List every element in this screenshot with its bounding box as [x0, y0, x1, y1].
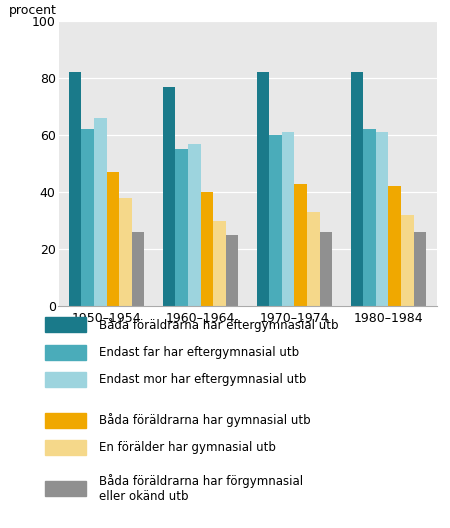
Bar — [132, 232, 144, 306]
Bar — [119, 198, 132, 306]
Text: Endast far har eftergymnasial utb: Endast far har eftergymnasial utb — [99, 346, 299, 359]
Text: Båda föräldrarna har förgymnasial
eller okänd utb: Båda föräldrarna har förgymnasial eller … — [99, 474, 303, 503]
Bar — [269, 135, 282, 306]
Bar — [388, 186, 401, 306]
Bar — [226, 235, 239, 306]
Text: En förälder har gymnasial utb: En förälder har gymnasial utb — [99, 441, 276, 454]
Bar — [307, 212, 320, 306]
Text: Endast mor har eftergymnasial utb: Endast mor har eftergymnasial utb — [99, 373, 306, 386]
Bar — [81, 129, 94, 306]
Bar — [213, 221, 226, 306]
Bar — [376, 133, 388, 306]
Bar — [256, 72, 269, 306]
Bar — [351, 72, 363, 306]
Bar — [401, 215, 414, 306]
Bar — [363, 129, 376, 306]
Text: Båda föräldrarna har gymnasial utb: Båda föräldrarna har gymnasial utb — [99, 413, 310, 427]
Bar — [294, 184, 307, 306]
Bar — [94, 118, 107, 306]
Bar — [69, 72, 81, 306]
Bar — [188, 144, 201, 306]
Bar — [320, 232, 332, 306]
Text: procent: procent — [9, 4, 57, 17]
Bar — [282, 133, 294, 306]
Bar — [163, 87, 176, 306]
Text: Båda föräldrarna har eftergymnasial utb: Båda föräldrarna har eftergymnasial utb — [99, 318, 338, 332]
Bar — [414, 232, 426, 306]
Bar — [107, 172, 119, 306]
Bar — [201, 192, 213, 306]
Bar — [176, 149, 188, 306]
